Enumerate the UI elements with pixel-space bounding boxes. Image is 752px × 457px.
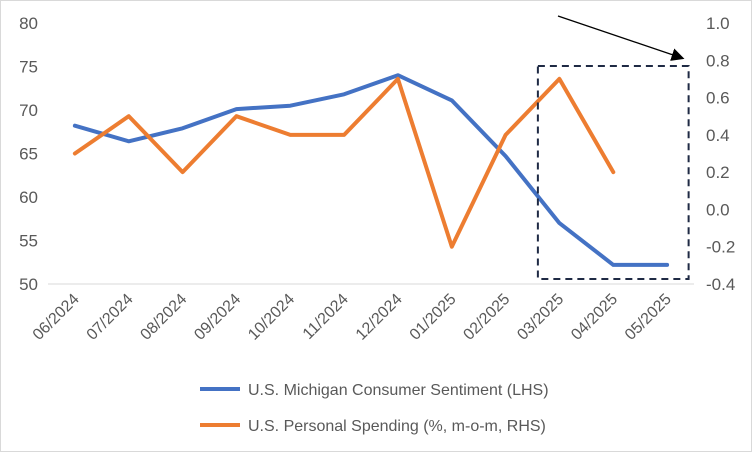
y-right-tick-label: 0.0 <box>706 200 730 219</box>
y-right-tick-label: -0.4 <box>706 275 735 294</box>
legend: U.S. Michigan Consumer Sentiment (LHS) U… <box>200 382 549 435</box>
annotation-arrow <box>557 15 685 61</box>
series-line-spending <box>72 76 616 249</box>
y-right-tick-label: 0.2 <box>706 163 730 182</box>
y-left-tick-label: 55 <box>19 232 38 251</box>
series-layer <box>72 73 670 267</box>
right-axis: -0.4 -0.2 0.0 0.2 0.4 0.6 0.8 1.0 <box>706 14 735 294</box>
y-left-tick-label: 70 <box>19 101 38 120</box>
y-right-tick-label: -0.2 <box>706 238 735 257</box>
y-right-tick-label: 0.8 <box>706 51 730 70</box>
y-left-tick-label: 65 <box>19 145 38 164</box>
y-left-tick-label: 75 <box>19 58 38 77</box>
y-right-tick-label: 0.4 <box>706 126 730 145</box>
y-left-tick-label: 80 <box>19 14 38 33</box>
y-left-tick-label: 60 <box>19 188 38 207</box>
left-axis: 50 55 60 65 70 75 80 <box>19 14 38 294</box>
y-left-tick-label: 50 <box>19 275 38 294</box>
y-right-tick-label: 1.0 <box>706 14 730 33</box>
series-line-sentiment <box>72 73 670 267</box>
annotation-layer <box>536 15 690 280</box>
highlight-dashed-box <box>536 65 690 280</box>
legend-label-sentiment: U.S. Michigan Consumer Sentiment (LHS) <box>248 382 549 399</box>
y-right-tick-label: 0.6 <box>706 89 730 108</box>
legend-label-spending: U.S. Personal Spending (%, m-o-m, RHS) <box>248 418 546 435</box>
